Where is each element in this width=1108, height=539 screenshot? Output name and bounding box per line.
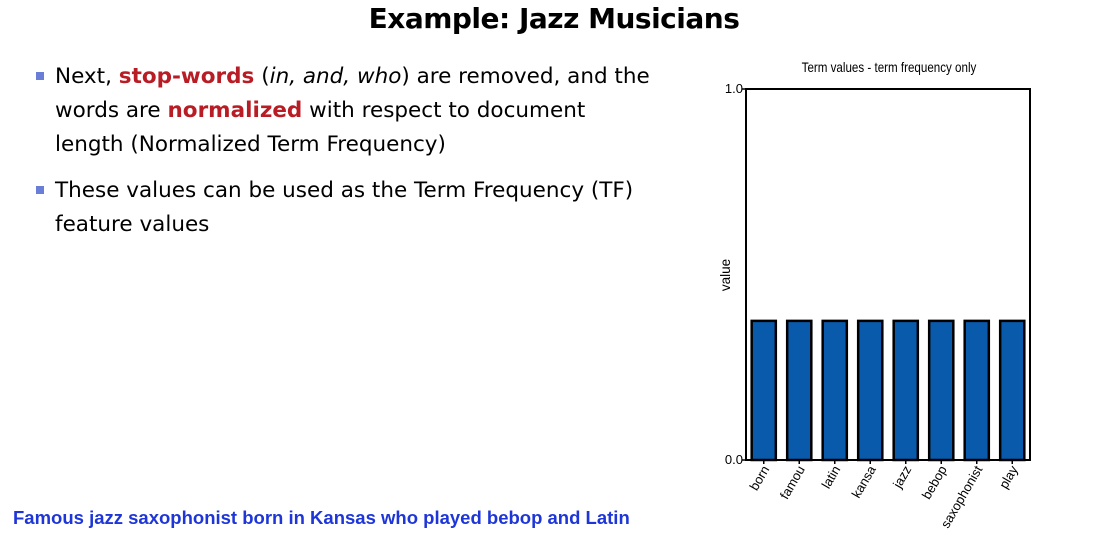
y-axis-label: value xyxy=(718,259,733,291)
bar xyxy=(821,319,849,462)
bar xyxy=(927,319,955,462)
text-run: ( xyxy=(254,64,270,89)
x-tick-label: jazz xyxy=(889,463,914,491)
x-tick-label: famou xyxy=(777,463,808,502)
bullet-item: These values can be used as the Term Fre… xyxy=(36,174,656,242)
chart-title: Term values - term frequency only xyxy=(802,60,977,75)
stop-word-examples: in, and, who xyxy=(269,64,402,89)
y-tick-label: 0.0 xyxy=(725,452,743,467)
bar xyxy=(963,319,991,462)
text-run: ) are removed, and the words are xyxy=(55,64,650,123)
x-tick-label: born xyxy=(746,463,772,493)
bullet-item: Next, stop-words (in, and, who) are remo… xyxy=(36,60,656,162)
bar xyxy=(785,319,813,462)
text-run: Next, xyxy=(55,64,119,89)
bar xyxy=(892,319,920,462)
bullet-text: These values can be used as the Term Fre… xyxy=(55,178,634,237)
bullet-text: Next, stop-words (in, and, who) are remo… xyxy=(55,64,650,157)
x-tick-label: play xyxy=(996,463,1021,492)
bar xyxy=(750,319,778,462)
highlight-stop-words: stop-words xyxy=(118,64,255,89)
bullet-list: Next, stop-words (in, and, who) are remo… xyxy=(36,60,656,254)
x-tick-label: latin xyxy=(818,463,843,491)
bar xyxy=(856,319,884,462)
term-frequency-bar-chart: Term values - term frequency only value … xyxy=(718,60,1031,531)
bar xyxy=(998,319,1026,462)
y-tick-label: 1.0 xyxy=(725,81,743,96)
slide-title: Example: Jazz Musicians xyxy=(368,2,740,35)
text-run: with respect to document length (Normali… xyxy=(55,98,586,157)
plot-frame xyxy=(745,88,1031,461)
square-bullet-icon xyxy=(36,72,44,80)
x-tick-label: bebop xyxy=(919,463,950,502)
square-bullet-icon xyxy=(36,186,44,194)
example-sentence: Famous jazz saxophonist born in Kansas w… xyxy=(13,507,630,528)
x-tick-label: kansa xyxy=(849,462,880,500)
highlight-normalized: normalized xyxy=(167,98,303,123)
